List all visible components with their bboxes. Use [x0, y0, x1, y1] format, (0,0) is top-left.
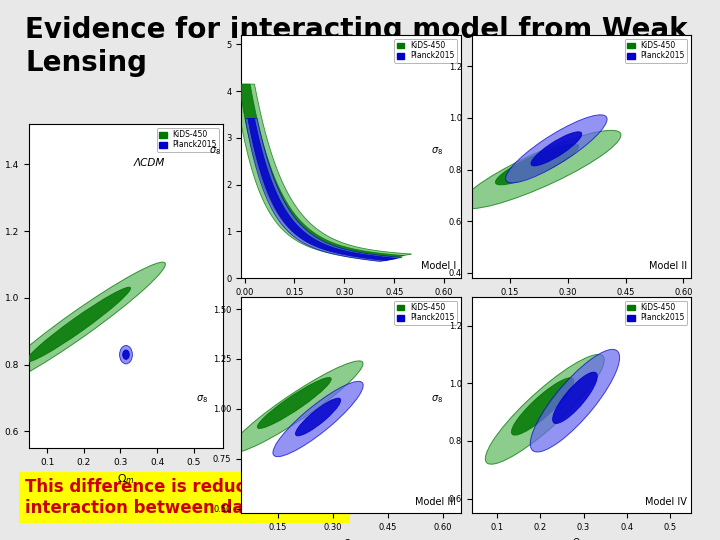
Y-axis label: $\sigma_8$: $\sigma_8$	[209, 145, 221, 157]
Legend: KiDS-450, Planck2015: KiDS-450, Planck2015	[625, 301, 688, 325]
Legend: KiDS-450, Planck2015: KiDS-450, Planck2015	[625, 39, 688, 63]
Ellipse shape	[485, 354, 604, 464]
X-axis label: $\alpha$: $\alpha$	[347, 302, 355, 312]
Text: Model II: Model II	[649, 261, 687, 271]
Text: Model III: Model III	[415, 496, 456, 507]
X-axis label: $\Omega_m$: $\Omega_m$	[117, 472, 135, 487]
Polygon shape	[248, 119, 397, 261]
Text: ΛCDM: ΛCDM	[134, 158, 165, 168]
Ellipse shape	[122, 350, 130, 359]
Ellipse shape	[461, 130, 621, 209]
Y-axis label: $\sigma_8$: $\sigma_8$	[431, 393, 444, 405]
Ellipse shape	[511, 378, 574, 435]
Legend: KiDS-450, Planck2015: KiDS-450, Planck2015	[157, 128, 220, 152]
Ellipse shape	[495, 144, 579, 185]
Text: Model IV: Model IV	[645, 496, 687, 507]
Text: This difference is reduced due to
interaction between dark sectors.: This difference is reduced due to intera…	[25, 478, 344, 517]
Ellipse shape	[26, 287, 130, 362]
X-axis label: $\alpha$: $\alpha$	[577, 302, 585, 312]
Ellipse shape	[273, 381, 363, 457]
Ellipse shape	[257, 377, 331, 428]
Ellipse shape	[0, 262, 166, 387]
Ellipse shape	[120, 346, 132, 364]
Ellipse shape	[295, 398, 341, 436]
X-axis label: $\Omega_{m_0}$: $\Omega_{m_0}$	[572, 537, 591, 540]
Text: Model I: Model I	[421, 261, 456, 271]
Ellipse shape	[530, 349, 620, 452]
Polygon shape	[235, 84, 411, 261]
Ellipse shape	[553, 372, 598, 423]
Text: Evidence for interacting model from Weak
Lensing: Evidence for interacting model from Weak…	[25, 16, 688, 77]
Y-axis label: $\sigma_8$: $\sigma_8$	[196, 393, 208, 405]
Ellipse shape	[229, 361, 363, 453]
Y-axis label: $\sigma_8$: $\sigma_8$	[431, 145, 444, 157]
Ellipse shape	[505, 115, 607, 183]
Polygon shape	[246, 119, 402, 261]
Legend: KiDS-450, Planck2015: KiDS-450, Planck2015	[395, 301, 457, 325]
Polygon shape	[239, 84, 404, 259]
Ellipse shape	[531, 132, 582, 166]
Legend: KiDS-450, Planck2015: KiDS-450, Planck2015	[395, 39, 457, 63]
X-axis label: $\Omega_m$: $\Omega_m$	[343, 537, 359, 540]
